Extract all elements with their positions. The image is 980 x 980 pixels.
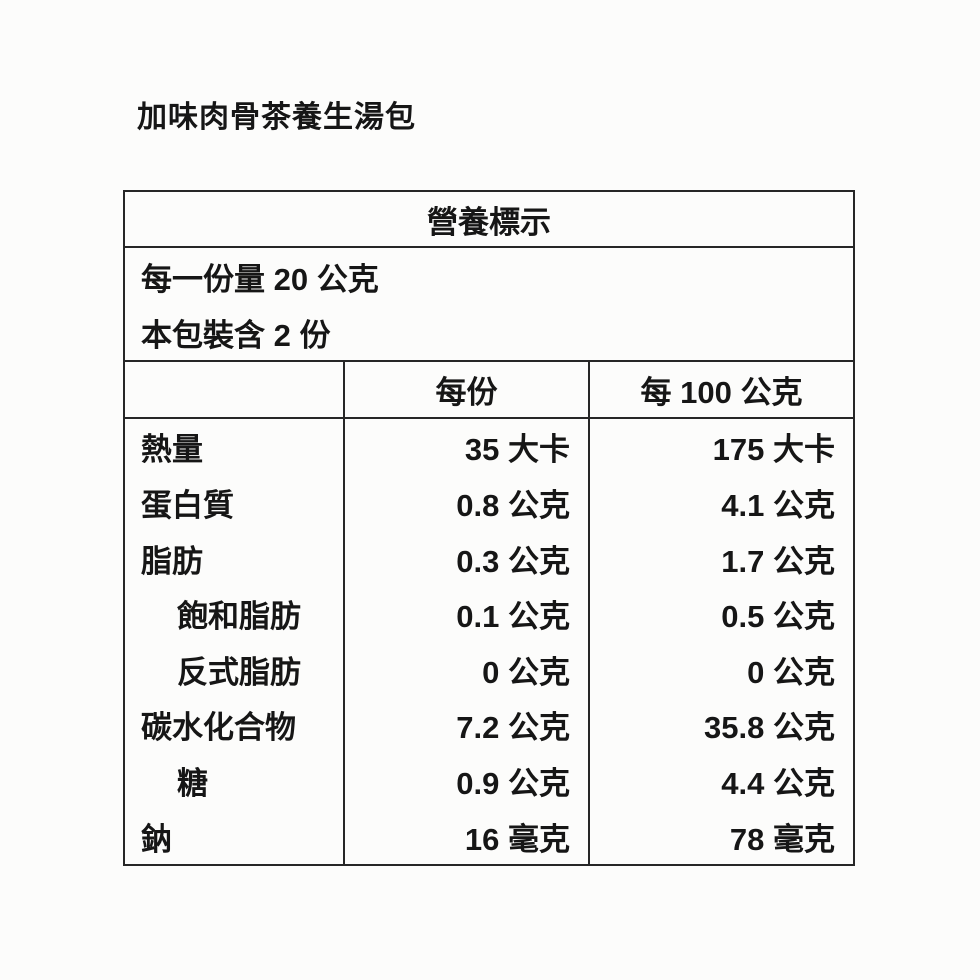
nutrient-value-per-100g: 0.5 公克	[588, 585, 853, 642]
nutrient-value-per-100g: 1.7 公克	[588, 530, 853, 586]
nutrition-table: 營養標示 每一份量 20 公克 本包裝含 2 份 每份 每 100 公克 熱量 …	[123, 190, 855, 866]
nutrient-label-sugars: 糖	[177, 766, 208, 802]
product-title: 加味肉骨茶養生湯包	[137, 101, 416, 134]
nutrient-value-per-serving: 0.9 公克	[343, 752, 588, 809]
column-header-per-serving: 每份	[343, 362, 588, 419]
nutrient-value-per-serving: 35 大卡	[343, 419, 588, 475]
nutrient-value-per-100g: 0 公克	[588, 641, 853, 698]
nutrient-label-sodium: 鈉	[141, 821, 172, 857]
nutrient-label-calories: 熱量	[141, 432, 203, 468]
nutrient-label-saturated-fat: 飽和脂肪	[177, 599, 301, 635]
nutrient-value-per-serving: 0.8 公克	[343, 474, 588, 531]
nutrient-grid: 每份 每 100 公克 熱量 35 大卡 175 大卡 蛋白質 0.8 公克 4…	[125, 362, 853, 864]
nutrient-value-per-serving: 0 公克	[343, 641, 588, 698]
column-header-nutrient	[125, 362, 343, 419]
nutrient-label-fat: 脂肪	[141, 543, 203, 579]
column-header-per-100g: 每 100 公克	[588, 362, 853, 419]
nutrient-value-per-serving: 16 毫克	[343, 808, 588, 864]
nutrient-value-per-serving: 0.3 公克	[343, 530, 588, 586]
nutrient-value-per-100g: 4.1 公克	[588, 474, 853, 531]
nutrient-label-trans-fat: 反式脂肪	[177, 654, 301, 690]
servings-per-package-text: 本包裝含 2 份	[141, 317, 331, 353]
table-title: 營養標示	[125, 192, 853, 248]
serving-size-text: 每一份量 20 公克	[141, 261, 379, 297]
nutrient-value-per-100g: 78 毫克	[588, 808, 853, 864]
nutrient-value-per-100g: 175 大卡	[588, 419, 853, 475]
nutrient-label-protein: 蛋白質	[141, 487, 234, 523]
nutrient-value-per-serving: 0.1 公克	[343, 585, 588, 642]
nutrient-value-per-serving: 7.2 公克	[343, 697, 588, 753]
serving-info-section: 每一份量 20 公克 本包裝含 2 份	[125, 248, 853, 362]
nutrient-value-per-100g: 4.4 公克	[588, 752, 853, 809]
nutrient-value-per-100g: 35.8 公克	[588, 697, 853, 753]
nutrient-label-carbohydrate: 碳水化合物	[141, 710, 296, 746]
